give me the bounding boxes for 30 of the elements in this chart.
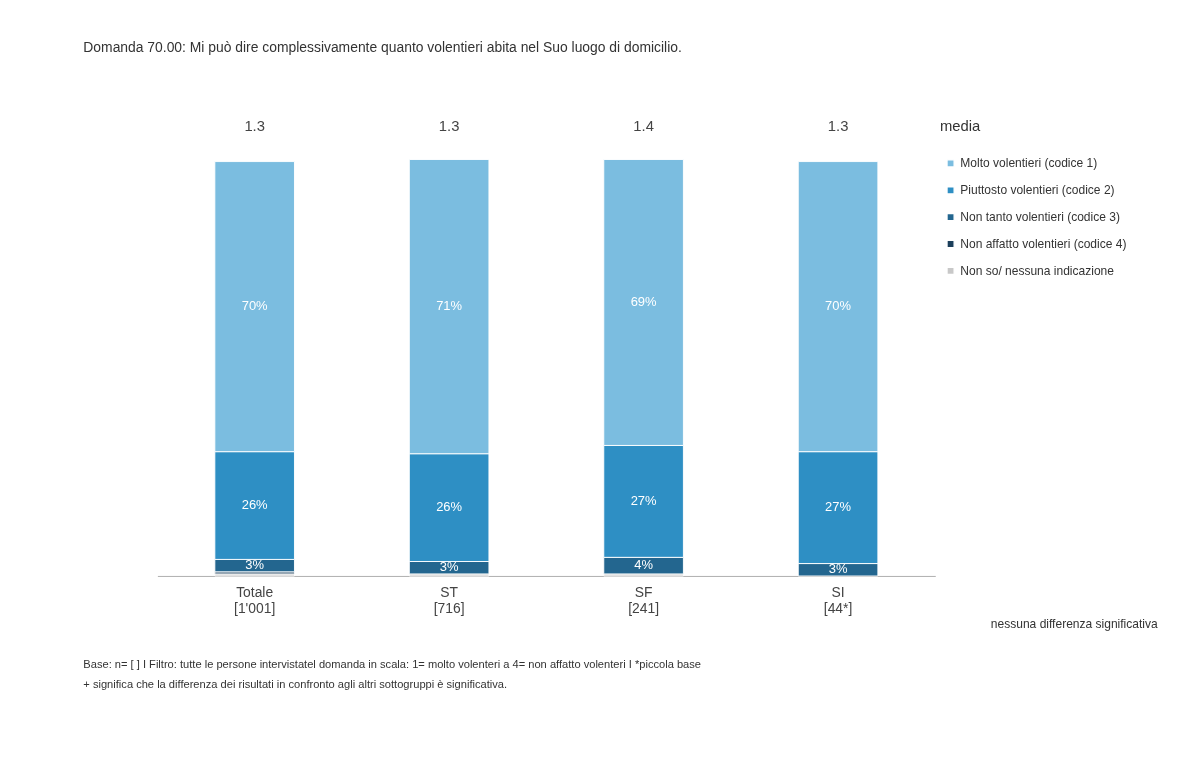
text: Base: n= [ ] I Filtro: tutte le persone intervistatel domanda in scala: 1= molto volenteri a 4= non affatto volenteri I *piccola base	[83, 657, 701, 670]
text: 1.3	[827, 118, 849, 135]
data-label: 27%	[630, 493, 658, 509]
legend-label: Non tanto volentieri (codice 3)	[960, 209, 1120, 224]
legend-label: Piuttosto volentieri (codice 2)	[960, 183, 1115, 197]
data-label: 26%	[241, 497, 269, 513]
legend-label: Non so/ nessuna indicazione	[960, 263, 1115, 278]
legend-label: Molto volentieri (codice 1)	[960, 156, 1098, 171]
data-label: 3%	[828, 561, 848, 577]
data-label: 71%	[436, 298, 463, 314]
x-tick-label: ST [716]	[433, 583, 465, 616]
text: media	[939, 118, 982, 135]
data-label: 26%	[436, 499, 463, 515]
data-label: 4%	[634, 557, 654, 573]
chart-title: Domanda 70.00: Mi può dire complessivamente quanto volentieri abita nel Suo luogo di domicilio.	[83, 38, 682, 55]
data-label: 3%	[439, 559, 459, 575]
data-label: 27%	[825, 499, 852, 515]
text: nessuna differenza significativa	[990, 616, 1158, 631]
x-tick-label: Totale [1'001]	[234, 583, 276, 616]
x-tick-label: SF [241]	[628, 583, 660, 616]
text: 1.3	[438, 118, 460, 135]
legend-label: Non affatto volentieri (codice 4)	[960, 236, 1127, 251]
x-tick-label: SI [44*]	[823, 583, 853, 616]
text: + significa che la differenza dei risultati in confronto agli altri sottogruppi è significativa.	[83, 678, 508, 691]
data-label: 70%	[241, 298, 269, 314]
data-label: 70%	[825, 298, 852, 314]
data-label: 3%	[245, 557, 265, 573]
data-label: 69%	[630, 294, 658, 310]
text: 1.3	[244, 118, 265, 135]
text: 1.4	[633, 118, 654, 135]
